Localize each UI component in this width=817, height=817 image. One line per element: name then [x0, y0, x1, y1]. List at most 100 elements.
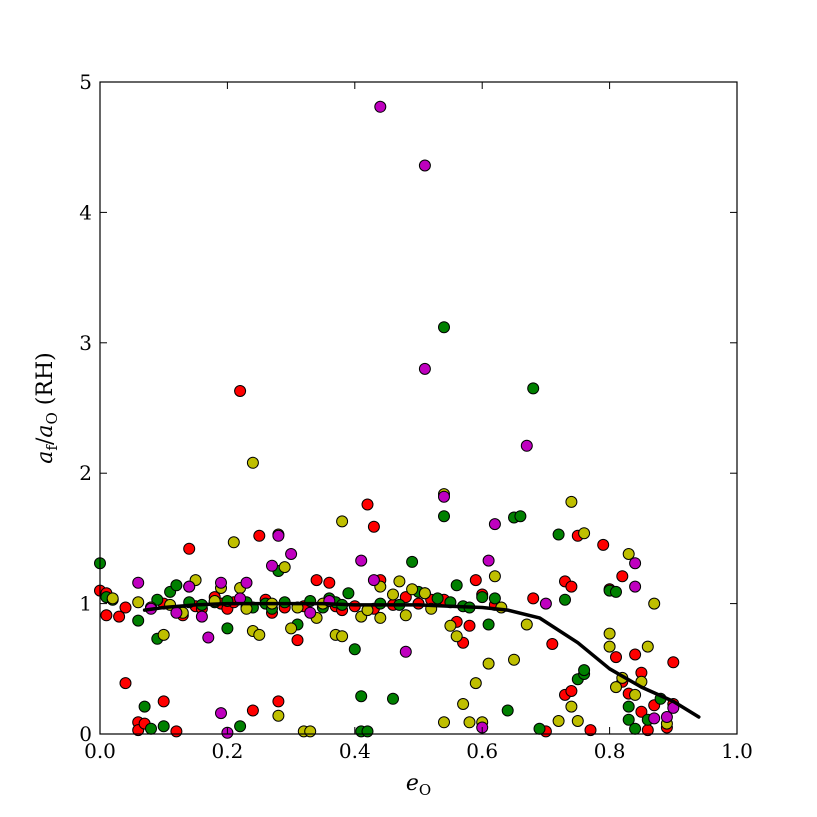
data-point-yellow — [565, 495, 578, 508]
x-axis-label: eO — [406, 771, 431, 799]
data-point-yellow — [622, 548, 635, 560]
data-point-green — [221, 622, 234, 635]
trend-line-layer — [142, 601, 701, 719]
data-point-green — [406, 555, 419, 568]
data-point-yellow — [463, 716, 476, 729]
y-tick-label: 5 — [79, 70, 92, 94]
x-tick-label: 0.6 — [466, 739, 498, 763]
data-point-red — [469, 574, 482, 587]
trend-line — [142, 601, 701, 719]
data-point-magenta — [170, 606, 183, 619]
data-point-magenta — [660, 711, 673, 723]
data-point-red — [616, 570, 629, 583]
data-point-magenta — [648, 712, 661, 725]
data-point-yellow — [285, 622, 298, 635]
data-point-magenta — [215, 576, 227, 589]
data-point-green — [488, 592, 501, 605]
data-point-magenta — [272, 529, 285, 542]
x-tick-label: 0.8 — [594, 739, 626, 763]
x-tick-label: 0.2 — [211, 739, 243, 763]
data-point-green — [622, 700, 635, 713]
data-point-magenta — [195, 610, 208, 623]
data-point-yellow — [450, 630, 463, 643]
data-point-yellow — [469, 677, 482, 690]
data-point-green — [348, 643, 361, 656]
x-tick-label: 1.0 — [721, 739, 753, 763]
data-point-yellow — [438, 716, 450, 729]
data-point-magenta — [285, 548, 298, 560]
data-point-red — [584, 724, 597, 737]
data-point-green — [145, 722, 157, 735]
data-point-red — [361, 498, 374, 511]
data-point-red — [272, 695, 285, 708]
data-point-magenta — [629, 557, 642, 570]
data-point-red — [463, 619, 476, 632]
data-point-yellow — [488, 570, 501, 583]
data-point-red — [310, 574, 323, 587]
data-point-yellow — [508, 653, 520, 666]
x-tick-label: 0.4 — [339, 739, 371, 763]
data-point-magenta — [304, 606, 317, 619]
data-point-red — [157, 695, 170, 708]
data-points — [94, 100, 680, 739]
y-axis-label-b: a — [33, 425, 58, 438]
y-tick-label: 1 — [79, 592, 92, 616]
data-point-yellow — [278, 561, 291, 574]
data-point-yellow — [157, 628, 170, 641]
plot-frame — [99, 81, 738, 735]
data-point-green — [559, 593, 571, 606]
data-point-green — [450, 579, 463, 592]
data-point-yellow — [603, 627, 616, 640]
data-point-green — [342, 587, 355, 600]
data-point-magenta — [132, 576, 145, 589]
data-point-green — [438, 321, 450, 334]
data-point-green — [170, 579, 183, 592]
data-point-yellow — [132, 596, 145, 609]
data-point-green — [138, 700, 151, 713]
data-point-magenta — [399, 645, 412, 658]
data-point-yellow — [444, 619, 457, 632]
data-point-green — [533, 722, 546, 735]
y-axis-label-a: a — [33, 451, 58, 464]
data-point-magenta — [418, 362, 431, 375]
data-point-green — [476, 591, 489, 604]
data-point-red — [100, 609, 113, 622]
x-tick-label: 0.0 — [84, 739, 116, 763]
data-point-green — [431, 592, 444, 605]
data-point-green — [552, 528, 565, 541]
data-point-red — [119, 601, 132, 614]
y-axis-label-a-sub: f — [43, 444, 61, 451]
data-point-yellow — [304, 725, 317, 738]
data-point-red — [546, 638, 559, 650]
data-point-green — [151, 593, 164, 606]
data-point-red — [610, 651, 622, 664]
data-point-magenta — [520, 439, 533, 452]
data-point-green — [610, 585, 622, 598]
y-axis-label-unit: (RH) — [33, 352, 58, 412]
data-point-yellow — [629, 688, 642, 701]
data-point-yellow — [227, 536, 240, 549]
data-point-red — [565, 580, 578, 593]
y-tick-label: 2 — [79, 461, 92, 485]
data-point-yellow — [106, 592, 119, 605]
data-point-red — [629, 648, 642, 661]
data-point-yellow — [387, 588, 399, 601]
axis-ticks: 0.0 0.2 0.4 0.6 0.8 1.0 0 1 2 3 4 5 — [79, 70, 753, 763]
data-point-green — [355, 690, 368, 703]
data-point-green — [438, 510, 450, 523]
data-point-green — [157, 720, 170, 733]
data-point-red — [253, 529, 266, 542]
data-point-yellow — [552, 715, 565, 727]
data-point-yellow — [565, 700, 578, 713]
data-point-green — [361, 725, 374, 738]
data-point-green — [629, 722, 642, 735]
data-point-red — [399, 591, 412, 604]
data-point-yellow — [648, 597, 661, 610]
data-point-green — [514, 510, 527, 523]
data-point-magenta — [539, 597, 552, 610]
data-point-red — [635, 705, 648, 718]
data-point-yellow — [406, 583, 419, 596]
data-point-red — [246, 704, 259, 717]
data-point-red — [119, 677, 132, 690]
